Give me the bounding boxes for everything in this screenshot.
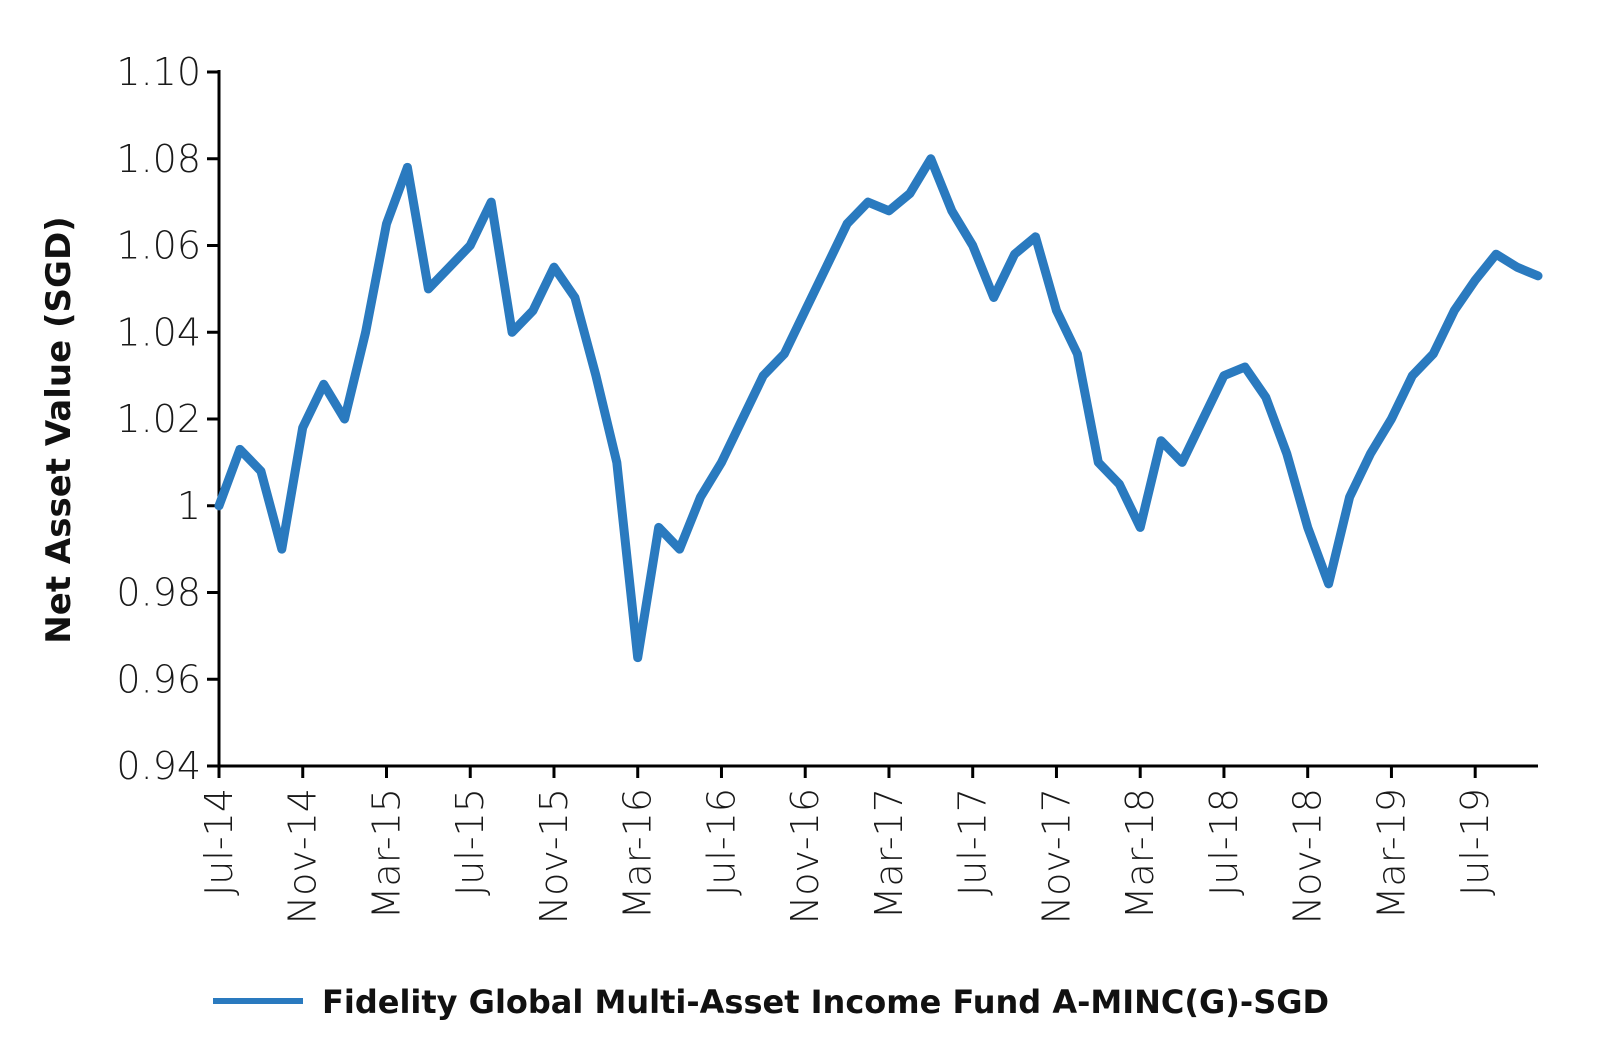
x-tick-label: Nov-16 <box>783 788 827 924</box>
x-tick-label: Mar-17 <box>867 788 911 919</box>
y-tick-label: 1.02 <box>116 397 201 441</box>
y-tick-label: 1.06 <box>116 224 201 268</box>
legend-label: Fidelity Global Multi-Asset Income Fund … <box>322 983 1329 1021</box>
y-tick-label: 1.04 <box>116 310 201 354</box>
x-tick-label: Jul-16 <box>699 788 743 896</box>
y-tick-label: 0.94 <box>116 744 201 788</box>
x-tick-label: Nov-15 <box>532 788 576 924</box>
x-tick-label: Mar-16 <box>616 788 660 919</box>
y-axis-ticks: 0.94 0.96 0.98 1 1.02 1.04 1.06 1.08 1.10 <box>116 50 219 788</box>
x-tick-label: Nov-18 <box>1286 788 1330 924</box>
x-tick-label: Mar-18 <box>1118 788 1162 919</box>
y-tick-label: 1 <box>177 484 201 528</box>
y-axis-title: Net Asset Value (SGD) <box>39 216 79 643</box>
x-axis-ticks: Jul-14 Nov-14 Mar-15 Jul-15 Nov-15 Mar-16 Jul-… <box>197 766 1497 924</box>
axes <box>217 70 1538 768</box>
y-tick-label: 1.08 <box>116 137 201 181</box>
series-layer <box>214 154 1543 663</box>
x-tick-label: Jul-17 <box>951 788 995 896</box>
x-tick-label: Mar-15 <box>364 788 408 919</box>
y-tick-label: 0.96 <box>116 657 201 701</box>
x-tick-label: Nov-14 <box>281 788 325 924</box>
y-tick-label: 1.10 <box>116 50 201 94</box>
legend: Fidelity Global Multi-Asset Income Fund … <box>213 983 1329 1021</box>
x-tick-label: Jul-14 <box>197 788 241 896</box>
x-tick-label: Jul-15 <box>448 788 492 896</box>
y-tick-label: 0.98 <box>116 571 201 615</box>
x-tick-label: Jul-19 <box>1453 788 1497 896</box>
x-tick-label: Mar-19 <box>1369 788 1413 919</box>
series-line <box>214 154 1543 663</box>
x-tick-label: Jul-18 <box>1202 788 1246 896</box>
x-tick-label: Nov-17 <box>1034 788 1078 924</box>
